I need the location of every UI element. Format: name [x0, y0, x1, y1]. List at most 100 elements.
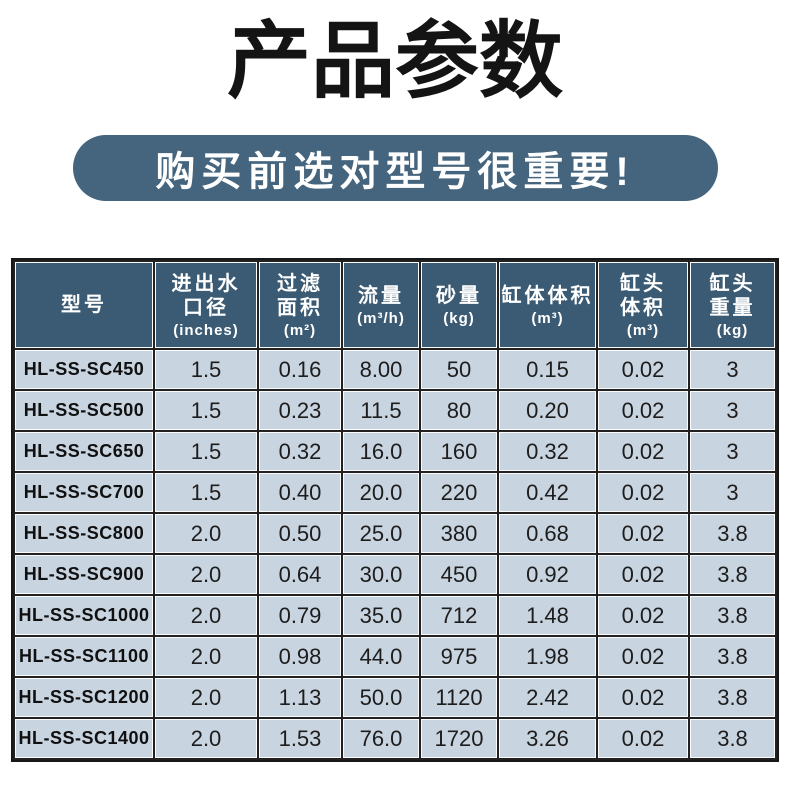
value-cell: 0.02: [598, 432, 688, 472]
column-header: 缸头 体积 (m³): [598, 262, 688, 349]
value-cell: 20.0: [343, 473, 419, 513]
value-cell: 0.50: [259, 514, 341, 554]
value-cell: 3.8: [690, 637, 775, 677]
value-cell: 1.48: [499, 596, 596, 636]
spec-table: 型号 进出水 口径 (inches) 过滤 面积 (m²) 流量 (m³/h) 砂量 (kg) 缸体体…: [11, 258, 779, 763]
value-cell: 0.16: [259, 350, 341, 390]
model-cell: HL-SS-SC1200: [15, 678, 153, 718]
value-cell: 1720: [421, 719, 497, 759]
value-cell: 0.02: [598, 555, 688, 595]
table-row: HL-SS-SC1100 2.0 0.98 44.0 975 1.98 0.02 3.8: [15, 637, 775, 677]
value-cell: 0.15: [499, 350, 596, 390]
column-title-line2: 体积: [620, 296, 666, 319]
page-title: 产品参数: [226, 14, 563, 108]
value-cell: 2.0: [155, 596, 257, 636]
value-cell: 1.5: [155, 391, 257, 431]
column-title: 缸体体积: [501, 284, 594, 307]
value-cell: 3: [690, 350, 775, 390]
column-title: 缸头: [620, 272, 666, 295]
value-cell: 11.5: [343, 391, 419, 431]
column-unit: (kg): [716, 321, 749, 339]
table-row: HL-SS-SC900 2.0 0.64 30.0 450 0.92 0.02 3.8: [15, 555, 775, 595]
table-row: HL-SS-SC1000 2.0 0.79 35.0 712 1.48 0.02 3.8: [15, 596, 775, 636]
value-cell: 0.42: [499, 473, 596, 513]
column-title: 砂量: [436, 284, 482, 307]
model-cell: HL-SS-SC1400: [15, 719, 153, 759]
column-header: 流量 (m³/h): [343, 262, 419, 349]
value-cell: 3.8: [690, 514, 775, 554]
value-cell: 30.0: [343, 555, 419, 595]
value-cell: 0.02: [598, 350, 688, 390]
value-cell: 2.0: [155, 514, 257, 554]
value-cell: 0.02: [598, 719, 688, 759]
table-header-row: 型号 进出水 口径 (inches) 过滤 面积 (m²) 流量 (m³/h) 砂量 (kg) 缸体体…: [15, 262, 775, 349]
value-cell: 80: [421, 391, 497, 431]
value-cell: 160: [421, 432, 497, 472]
value-cell: 3.8: [690, 719, 775, 759]
model-cell: HL-SS-SC700: [15, 473, 153, 513]
value-cell: 0.40: [259, 473, 341, 513]
value-cell: 3: [690, 391, 775, 431]
subtitle-banner: 购买前选对型号很重要!: [72, 135, 718, 202]
value-cell: 0.02: [598, 391, 688, 431]
value-cell: 0.23: [259, 391, 341, 431]
value-cell: 3: [690, 473, 775, 513]
value-cell: 0.02: [598, 514, 688, 554]
value-cell: 44.0: [343, 637, 419, 677]
value-cell: 2.42: [499, 678, 596, 718]
table-row: HL-SS-SC700 1.5 0.40 20.0 220 0.42 0.02 3: [15, 473, 775, 513]
value-cell: 3: [690, 432, 775, 472]
column-header: 型号: [15, 262, 153, 349]
value-cell: 2.0: [155, 637, 257, 677]
table-row: HL-SS-SC1200 2.0 1.13 50.0 1120 2.42 0.02 3.8: [15, 678, 775, 718]
value-cell: 1.5: [155, 432, 257, 472]
value-cell: 0.02: [598, 678, 688, 718]
model-cell: HL-SS-SC1100: [15, 637, 153, 677]
subtitle-text: 购买前选对型号很重要!: [155, 150, 635, 195]
value-cell: 16.0: [343, 432, 419, 472]
table-row: HL-SS-SC1400 2.0 1.53 76.0 1720 3.26 0.02 3.8: [15, 719, 775, 759]
value-cell: 380: [421, 514, 497, 554]
column-unit: (inches): [173, 321, 239, 339]
column-title: 过滤: [277, 272, 323, 295]
table-row: HL-SS-SC800 2.0 0.50 25.0 380 0.68 0.02 3.8: [15, 514, 775, 554]
value-cell: 712: [421, 596, 497, 636]
value-cell: 8.00: [343, 350, 419, 390]
model-cell: HL-SS-SC1000: [15, 596, 153, 636]
column-unit: (kg): [443, 309, 475, 327]
table-row: HL-SS-SC500 1.5 0.23 11.5 80 0.20 0.02 3: [15, 391, 775, 431]
value-cell: 0.20: [499, 391, 596, 431]
value-cell: 0.02: [598, 473, 688, 513]
table-row: HL-SS-SC650 1.5 0.32 16.0 160 0.32 0.02 3: [15, 432, 775, 472]
value-cell: 975: [421, 637, 497, 677]
value-cell: 220: [421, 473, 497, 513]
value-cell: 50.0: [343, 678, 419, 718]
value-cell: 0.02: [598, 596, 688, 636]
value-cell: 1120: [421, 678, 497, 718]
column-unit: (m³): [626, 321, 660, 339]
model-cell: HL-SS-SC650: [15, 432, 153, 472]
value-cell: 1.13: [259, 678, 341, 718]
value-cell: 0.68: [499, 514, 596, 554]
model-cell: HL-SS-SC800: [15, 514, 153, 554]
column-title: 进出水: [171, 272, 241, 295]
column-header: 过滤 面积 (m²): [259, 262, 341, 349]
column-header: 进出水 口径 (inches): [155, 262, 257, 349]
value-cell: 3.26: [499, 719, 596, 759]
value-cell: 1.5: [155, 473, 257, 513]
value-cell: 1.5: [155, 350, 257, 390]
column-header: 缸头 重量 (kg): [690, 262, 775, 349]
value-cell: 0.32: [499, 432, 596, 472]
value-cell: 1.53: [259, 719, 341, 759]
model-cell: HL-SS-SC500: [15, 391, 153, 431]
value-cell: 0.32: [259, 432, 341, 472]
value-cell: 2.0: [155, 555, 257, 595]
model-cell: HL-SS-SC900: [15, 555, 153, 595]
value-cell: 450: [421, 555, 497, 595]
value-cell: 1.98: [499, 637, 596, 677]
value-cell: 2.0: [155, 719, 257, 759]
model-cell: HL-SS-SC450: [15, 350, 153, 390]
value-cell: 35.0: [343, 596, 419, 636]
value-cell: 0.92: [499, 555, 596, 595]
